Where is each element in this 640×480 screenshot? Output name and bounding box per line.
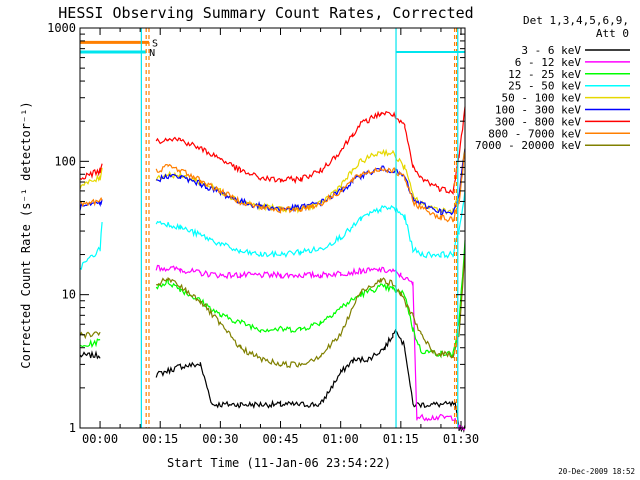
flag-label: S	[152, 38, 158, 49]
plot-frame	[79, 27, 466, 429]
legend-label: 300 - 800 keV	[495, 115, 581, 128]
x-tick-label: 01:00	[323, 432, 359, 446]
series-line-3	[79, 189, 466, 271]
timestamp-footer: 20-Dec-2009 18:52	[558, 467, 635, 476]
legend-label: 7000 - 20000 keV	[475, 139, 581, 152]
series-line-8	[79, 254, 466, 369]
legend-label: 100 - 300 keV	[495, 104, 581, 117]
x-tick-label: 00:00	[82, 432, 118, 446]
x-tick-label: 01:30	[443, 432, 479, 446]
x-tick-label: 00:30	[202, 432, 238, 446]
legend-header-line: Det 1,3,4,5,6,9,	[523, 14, 629, 27]
x-axis-label: Start Time (11-Jan-06 23:54:22)	[167, 456, 391, 470]
axis-layer: 00:00 00:15 00:30 00:45 01:00 01:15 01:30 1 10 10…	[47, 21, 479, 446]
y-tick-label: 100	[54, 154, 76, 168]
series-line-4	[79, 147, 466, 216]
flag-label: N	[149, 48, 155, 59]
y-tick-label: 10	[62, 288, 76, 302]
legend-label: 50 - 100 keV	[502, 92, 582, 105]
y-axis-label: Corrected Count Rate (s⁻¹ detector⁻¹)	[19, 101, 33, 368]
series-line-7	[79, 150, 466, 223]
series-line-6	[79, 106, 466, 196]
legend-label: 6 - 12 keV	[515, 56, 582, 69]
x-tick-label: 00:15	[142, 432, 178, 446]
y-tick-label: 1	[69, 421, 76, 435]
series-line-0	[79, 328, 466, 433]
data-layer: SN	[79, 28, 466, 433]
y-tick-label: 1000	[47, 21, 76, 35]
x-tick-label: 00:45	[262, 432, 298, 446]
legend-label: 3 - 6 keV	[521, 44, 581, 57]
legend-label: 800 - 7000 keV	[488, 127, 581, 140]
chart-title: HESSI Observing Summary Count Rates, Cor…	[58, 4, 473, 22]
legend-label: 25 - 50 keV	[508, 80, 581, 93]
x-tick-label: 01:15	[383, 432, 419, 446]
legend-header-line: Att 0	[596, 27, 629, 40]
series-line-2	[79, 240, 466, 359]
legend-label: 12 - 25 keV	[508, 68, 581, 81]
series-line-1	[155, 264, 466, 431]
